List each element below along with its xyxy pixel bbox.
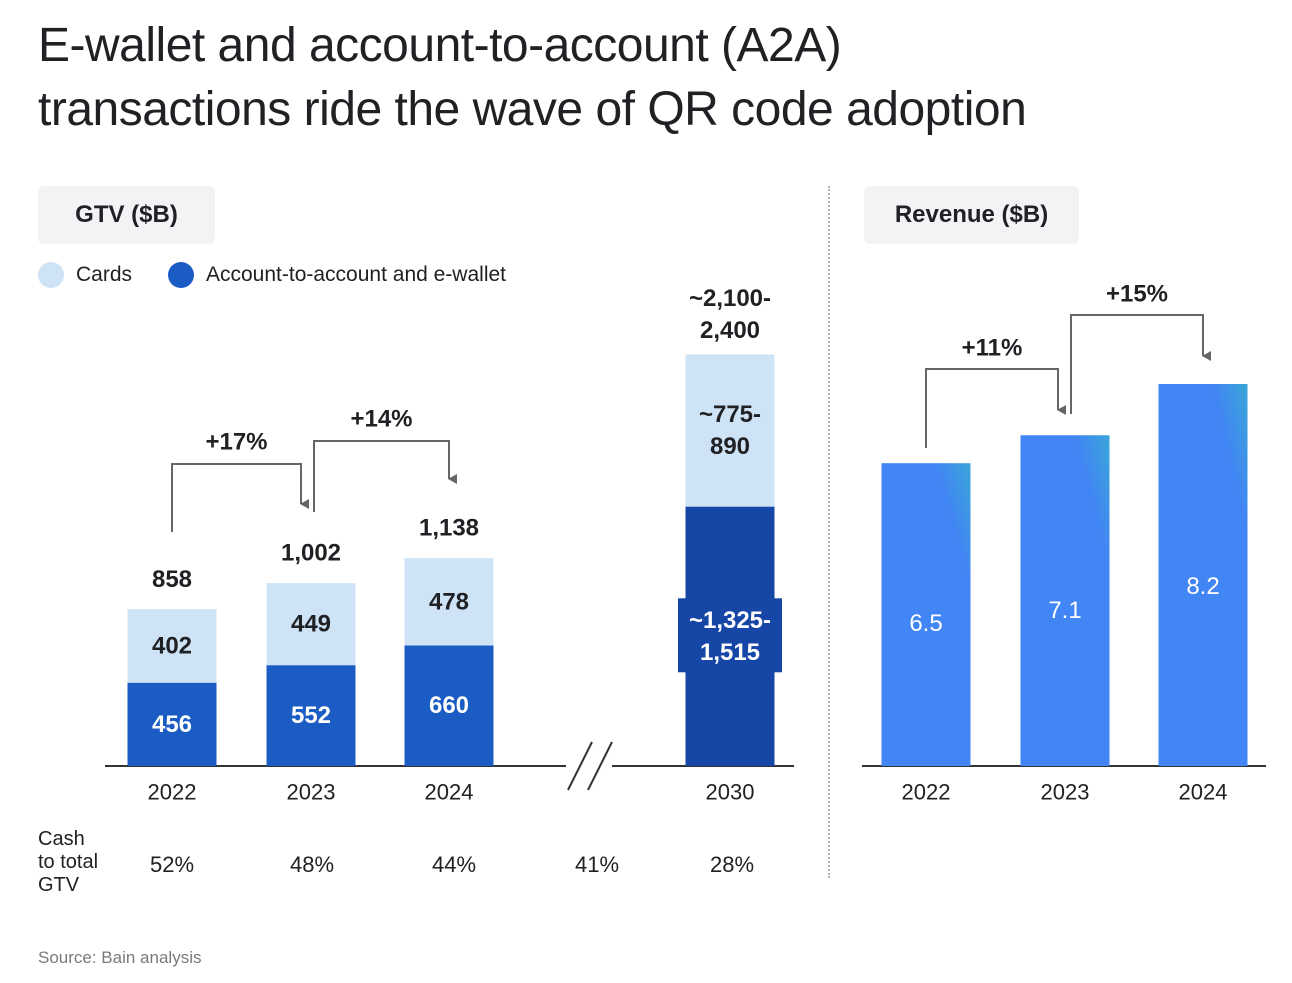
revenue-label-2022: 6.5: [909, 610, 942, 637]
gtv-chart: 456 402 858 2022 552 449 1,002 2023 660 478 1,138 2…: [105, 285, 794, 805]
gtv-total-2022: 858: [152, 566, 192, 593]
revenue-label-2024: 8.2: [1186, 573, 1219, 600]
revenue-label-2023: 7.1: [1048, 597, 1081, 624]
gtv-growth-label-1: +17%: [205, 429, 267, 456]
gtv-bar-cards-2024: [404, 558, 494, 646]
cash-value-break: 41%: [574, 852, 620, 877]
revenue-bar-2022: [881, 463, 971, 766]
legend-swatch-cards: [38, 262, 64, 288]
gtv-bar-a2a-2022: [127, 682, 217, 766]
gtv-total-2023: 1,002: [281, 540, 341, 567]
panel-divider: [828, 186, 830, 878]
revenue-bar-2023: [1020, 435, 1110, 766]
gtv-label-a2a-2023: 552: [291, 702, 331, 729]
gtv-label-cards-2023: 449: [291, 611, 331, 638]
gtv-xtick-2024: 2024: [425, 780, 474, 805]
gtv-axis-break-2: [587, 741, 613, 791]
gtv-label-box-a2a-2030: [678, 598, 782, 673]
chart-title: E-wallet and account-to-account (A2A) tr…: [38, 14, 1268, 142]
revenue-growth-label-1: +11%: [962, 335, 1023, 362]
cash-value-2030: 28%: [709, 852, 755, 877]
gtv-panel-title: GTV ($B): [38, 186, 215, 244]
legend-item-cards: Cards: [38, 260, 132, 290]
revenue-growth-arrow-2: [1070, 314, 1211, 414]
gtv-label-a2a-2030: ~1,325-1,515: [689, 607, 771, 666]
cash-value-2022: 52%: [149, 852, 195, 877]
gtv-total-2024: 1,138: [419, 515, 479, 542]
gtv-bar-a2a-2024: [404, 645, 494, 766]
gtv-bar-cards-2023: [266, 583, 356, 666]
gtv-label-cards-2030: ~775-890: [699, 401, 761, 460]
gtv-label-cards-2024: 478: [429, 588, 469, 615]
legend-swatch-a2a: [168, 262, 194, 288]
cash-label-line-1: Cash: [38, 828, 85, 850]
revenue-xtick-2022: 2022: [902, 780, 951, 805]
gtv-growth-arrow-1: [171, 463, 309, 532]
cash-label-line-2: to total: [38, 851, 99, 873]
revenue-growth-label-2: +15%: [1106, 281, 1168, 308]
revenue-xtick-2024: 2024: [1179, 780, 1228, 805]
gtv-xtick-2022: 2022: [148, 780, 197, 805]
gtv-total-2030: ~2,100-2,400: [689, 285, 771, 344]
legend-label-a2a: Account-to-account and e-wallet: [206, 263, 506, 286]
revenue-growth-arrow-1: [925, 368, 1066, 448]
gtv-growth-label-2: +14%: [350, 406, 412, 433]
title-line-1: E-wallet and account-to-account (A2A): [38, 19, 842, 72]
legend-label-cards: Cards: [76, 263, 133, 286]
revenue-bar-2024: [1158, 384, 1248, 766]
revenue-panel-title: Revenue ($B): [864, 186, 1079, 244]
title-line-2: transactions ride the wave of QR code ad…: [38, 83, 1027, 136]
cash-value-2023: 48%: [289, 852, 335, 877]
gtv-xtick-2023: 2023: [287, 780, 336, 805]
gtv-bar-cards-2030: [685, 354, 775, 507]
gtv-bar-cards-2022: [127, 609, 217, 683]
legend-item-a2a: Account-to-account and e-wallet: [168, 260, 506, 290]
cash-row-label: Cash to total GTV: [38, 828, 98, 897]
gtv-label-a2a-2022: 456: [152, 711, 192, 738]
source-note: Source: Bain analysis: [38, 948, 202, 967]
cash-label-line-3: GTV: [38, 874, 80, 896]
gtv-axis-break-1: [567, 741, 593, 791]
gtv-xtick-2030: 2030: [706, 780, 755, 805]
cash-value-2024: 44%: [431, 852, 477, 877]
gtv-bar-a2a-2023: [266, 665, 356, 766]
revenue-xtick-2023: 2023: [1041, 780, 1090, 805]
gtv-growth-arrow-2: [313, 440, 457, 512]
gtv-label-a2a-2024: 660: [429, 692, 469, 719]
gtv-label-cards-2022: 402: [152, 632, 192, 659]
revenue-chart: 6.5 2022 7.1 2023 8.2 2024 +11% +15%: [862, 281, 1266, 805]
